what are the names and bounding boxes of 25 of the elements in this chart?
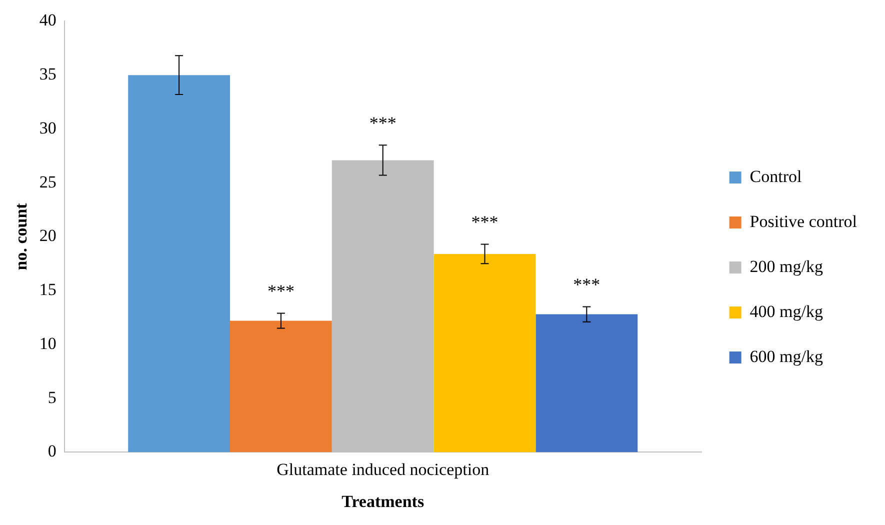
bar: [128, 75, 230, 452]
data-label: ***: [471, 212, 498, 232]
x-tick-label: Glutamate induced nociception: [276, 460, 490, 479]
y-tick-label: 15: [39, 280, 56, 300]
x-axis-title: Treatments: [342, 492, 424, 512]
y-tick-label: 40: [39, 10, 56, 30]
legend-label: 400 mg/kg: [750, 302, 824, 321]
bar: [434, 254, 536, 452]
y-axis-title: no. count: [12, 202, 31, 270]
y-tick-label: 25: [39, 172, 56, 192]
legend-label: Positive control: [750, 212, 858, 231]
bar: [230, 320, 332, 452]
data-label: ***: [369, 112, 396, 133]
y-tick-label: 5: [48, 388, 56, 407]
y-tick-label: 20: [39, 226, 56, 246]
data-label: ***: [267, 280, 294, 301]
y-tick-label: 35: [39, 64, 56, 84]
bar: [536, 314, 638, 452]
y-tick-label: 30: [39, 118, 56, 138]
y-tick-label: 10: [39, 334, 56, 353]
legend-label: 600 mg/kg: [750, 346, 824, 366]
y-tick-label: 0: [48, 442, 56, 461]
legend-label: 200 mg/kg: [750, 256, 824, 276]
legend-label: Control: [750, 166, 802, 186]
data-label: ***: [573, 274, 600, 294]
